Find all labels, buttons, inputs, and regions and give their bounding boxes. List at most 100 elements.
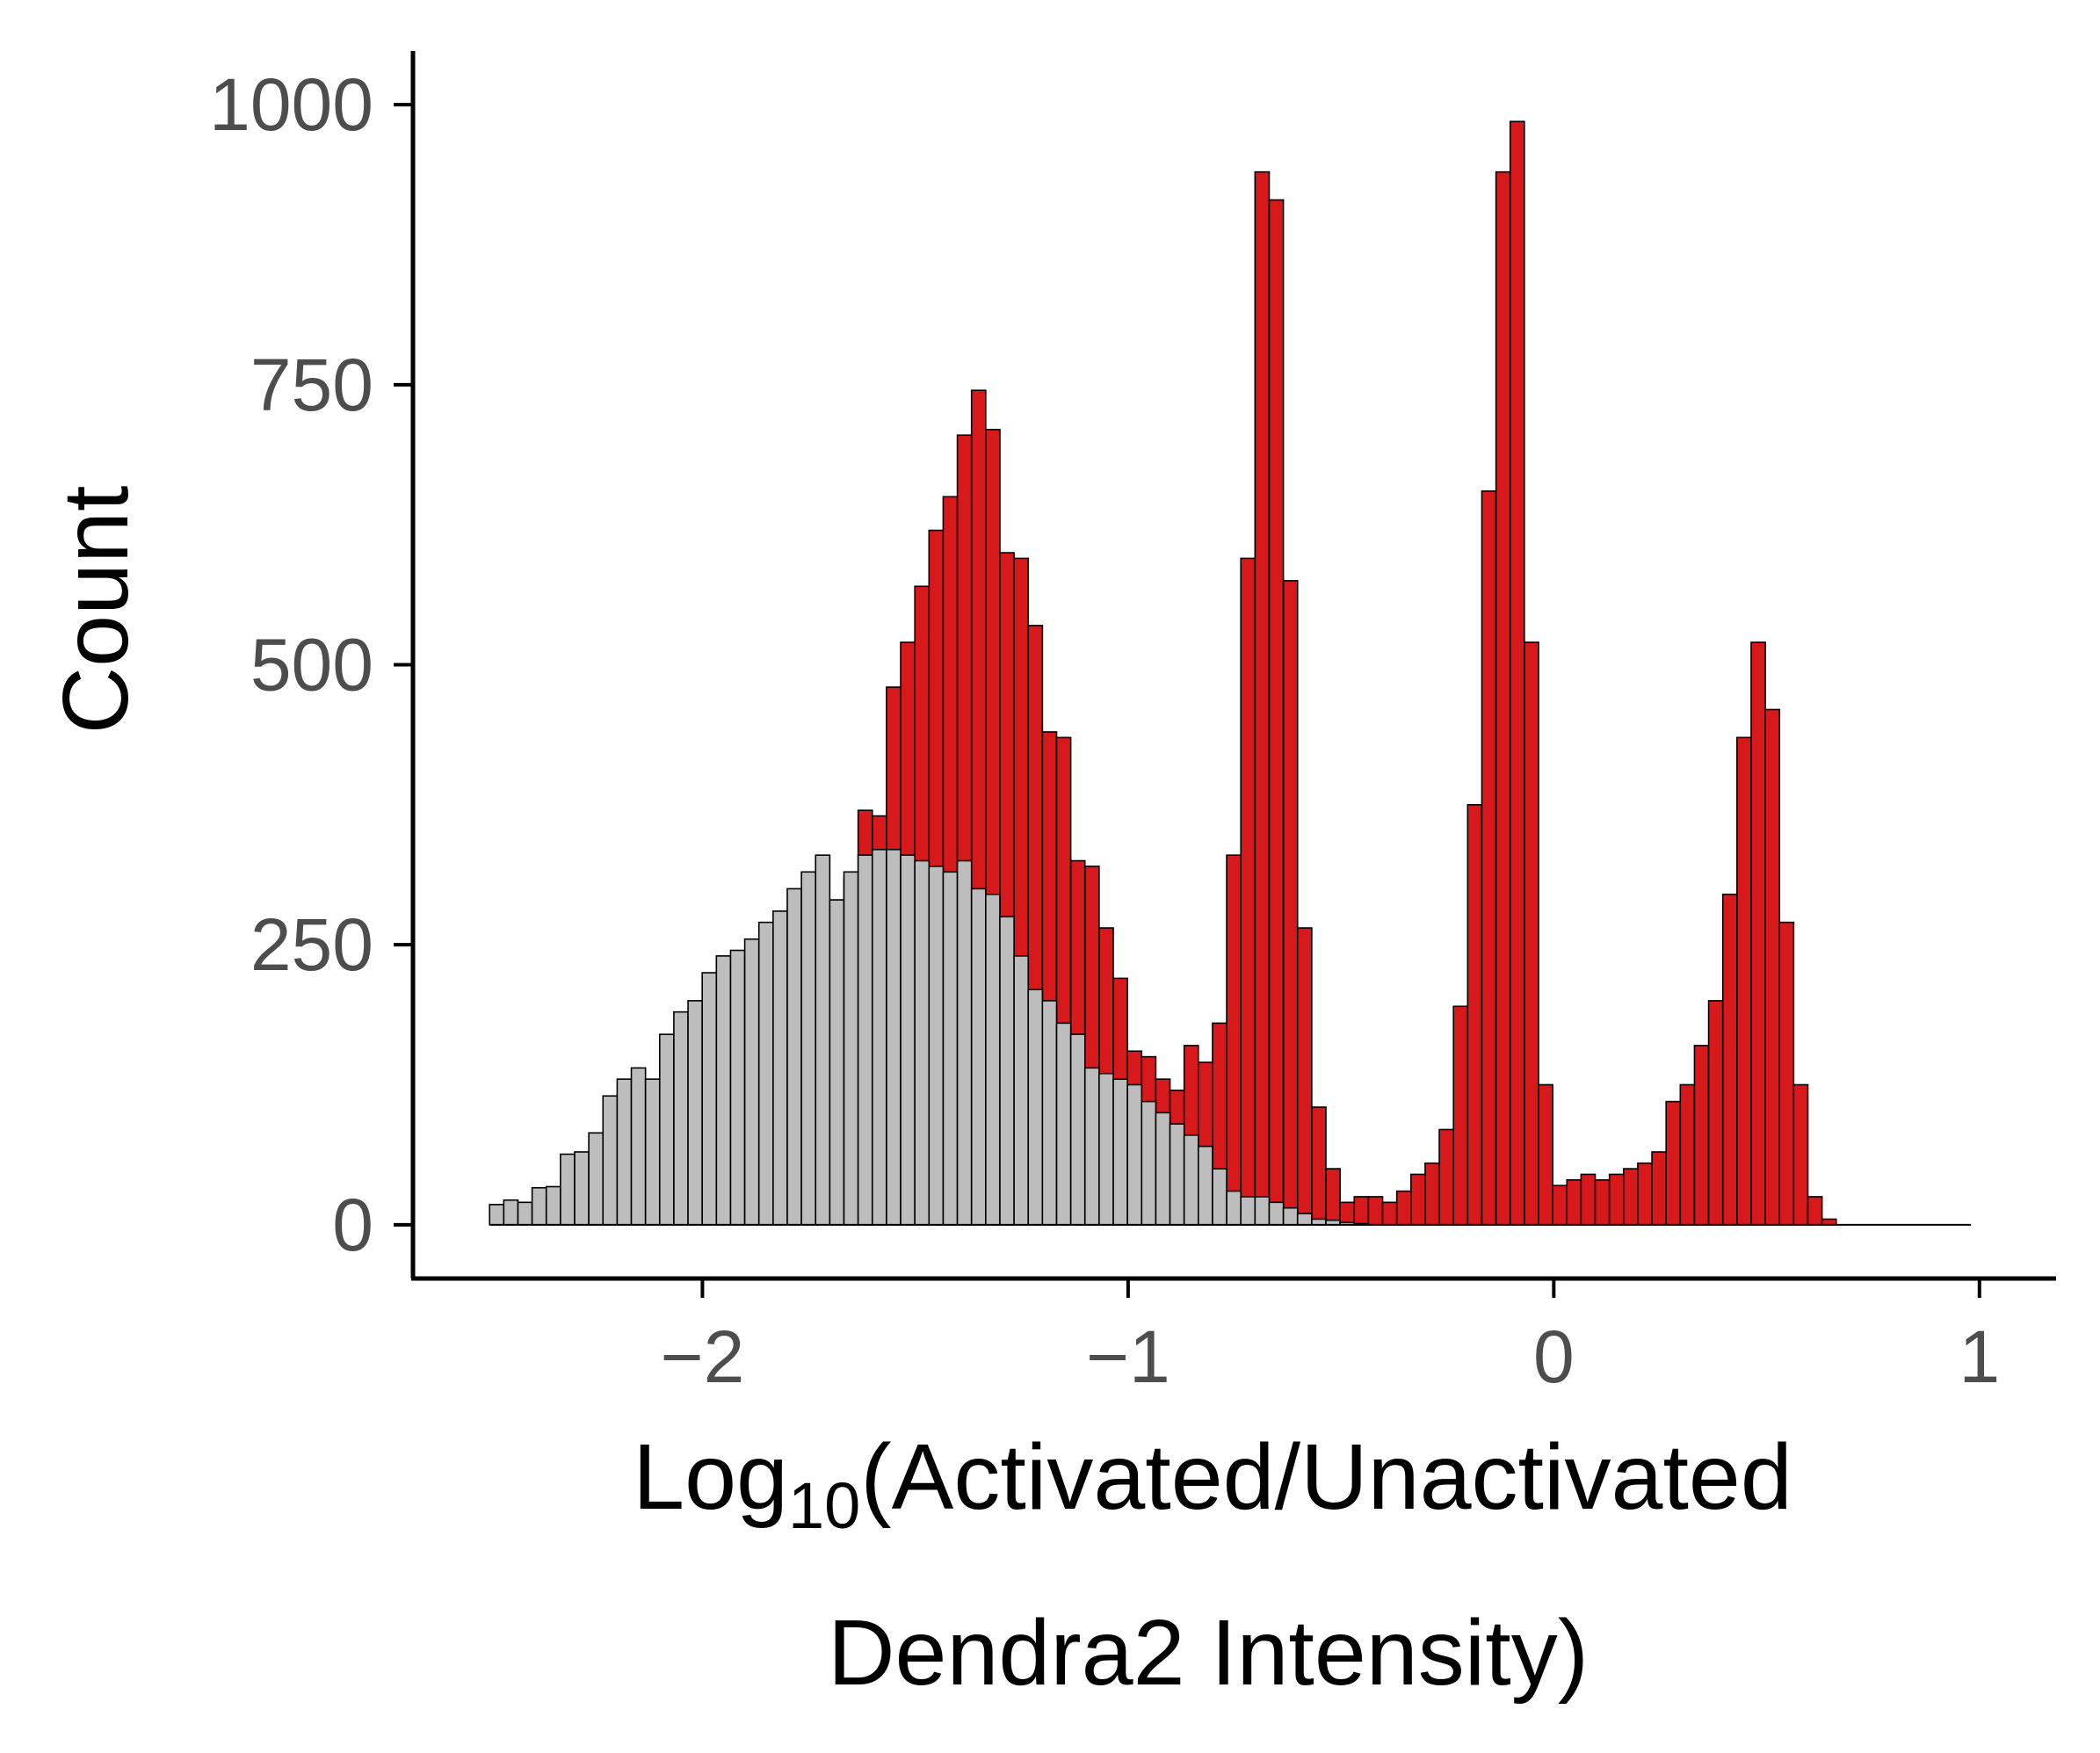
gray-bar-3	[531, 1186, 547, 1226]
gray-bar-30	[914, 859, 931, 1226]
red-bar-77	[1580, 1173, 1597, 1226]
red-bar-72	[1509, 120, 1525, 1226]
gray-bar-53	[1240, 1196, 1256, 1226]
red-bar-56	[1282, 580, 1299, 1226]
red-bar-82	[1651, 1151, 1667, 1226]
gray-bar-18	[743, 938, 760, 1226]
red-bar-78	[1594, 1179, 1611, 1226]
gray-bar-17	[729, 949, 746, 1226]
gray-bar-22	[800, 871, 817, 1226]
x-axis-ticks: −2 −1 0 1	[661, 1279, 2000, 1398]
gray-bar-26	[857, 854, 873, 1226]
red-bar-71	[1495, 170, 1511, 1226]
red-bar-83	[1665, 1100, 1682, 1226]
gray-bar-45	[1126, 1083, 1143, 1226]
gray-bar-13	[673, 1011, 689, 1226]
y-tick-label-4: 1000	[209, 63, 373, 146]
gray-bar-50	[1198, 1145, 1213, 1226]
gray-bar-25	[843, 871, 859, 1226]
y-tick-label-3: 750	[250, 344, 373, 426]
red-bar-64	[1395, 1190, 1412, 1226]
red-bar-93	[1807, 1196, 1823, 1226]
gray-bar-34	[970, 887, 987, 1226]
gray-bar-37	[1013, 955, 1030, 1226]
gray-bar-42	[1083, 1067, 1100, 1226]
gray-bar-9	[616, 1078, 633, 1226]
gray-bar-2	[517, 1201, 533, 1226]
red-bar-55	[1268, 199, 1285, 1226]
gray-bar-36	[999, 916, 1015, 1226]
gray-bar-33	[956, 859, 973, 1226]
red-bar-54	[1254, 170, 1271, 1226]
gray-bar-19	[757, 921, 774, 1226]
gray-bar-10	[630, 1067, 647, 1226]
gray-bar-7	[588, 1132, 605, 1226]
red-bar-68	[1452, 1005, 1469, 1226]
x-tick-label-1: −1	[1086, 1315, 1170, 1398]
gray-bar-41	[1069, 1033, 1086, 1226]
red-bar-53	[1240, 557, 1256, 1226]
red-bar-75	[1552, 1184, 1568, 1226]
red-bar-84	[1679, 1083, 1696, 1226]
x-axis-title-line1: Log10(Activated/Unactivated	[633, 1425, 1792, 1542]
x-tick-label-0: −2	[661, 1315, 745, 1398]
gray-bar-24	[829, 899, 845, 1226]
gray-bar-23	[815, 854, 831, 1226]
gray-bar-46	[1141, 1100, 1157, 1226]
red-bar-79	[1608, 1173, 1625, 1226]
gray-bar-52	[1226, 1190, 1242, 1226]
gray-bar-20	[772, 910, 788, 1226]
red-bar-62	[1367, 1196, 1384, 1226]
gray-bar-14	[687, 1000, 703, 1226]
red-bar-88	[1736, 736, 1752, 1226]
gray-bar-44	[1112, 1078, 1128, 1226]
y-axis-ticks: 0 250 500 750 1000	[209, 63, 413, 1266]
red-bar-60	[1339, 1201, 1356, 1226]
red-bar-86	[1707, 1000, 1724, 1226]
gray-bar-29	[900, 854, 916, 1226]
y-tick-label-0: 0	[332, 1184, 373, 1266]
red-bar-63	[1381, 1201, 1398, 1226]
gray-bar-49	[1183, 1134, 1199, 1226]
red-bar-89	[1750, 641, 1766, 1226]
red-bar-58	[1311, 1106, 1327, 1226]
red-bar-74	[1538, 1083, 1553, 1226]
gray-bar-57	[1296, 1213, 1313, 1226]
gray-bar-54	[1254, 1196, 1271, 1226]
red-bar-92	[1792, 1083, 1809, 1226]
x-axis-title-log: Log	[633, 1425, 788, 1529]
x-tick-label-3: 1	[1959, 1315, 2000, 1398]
gray-bar-21	[786, 887, 802, 1226]
x-axis-title-rest: (Activated/Unactivated	[860, 1425, 1792, 1529]
red-bar-65	[1410, 1173, 1426, 1226]
gray-bar-1	[503, 1199, 519, 1226]
gray-bar-5	[560, 1153, 576, 1226]
gray-bar-16	[715, 955, 732, 1226]
gray-bar-47	[1155, 1112, 1171, 1226]
red-bar-91	[1778, 921, 1795, 1226]
red-bar-67	[1438, 1128, 1455, 1226]
red-bar-66	[1424, 1162, 1440, 1226]
gray-bar-39	[1041, 1000, 1058, 1226]
gray-bar-56	[1282, 1206, 1299, 1226]
gray-bar-28	[886, 849, 902, 1226]
gray-series-bars	[489, 849, 1370, 1226]
gray-bar-12	[658, 1033, 675, 1226]
gray-bar-31	[928, 866, 945, 1226]
red-bar-76	[1566, 1179, 1582, 1226]
red-bar-69	[1466, 804, 1483, 1226]
red-bar-52	[1226, 854, 1242, 1226]
gray-bar-35	[985, 894, 1001, 1226]
gray-bar-0	[489, 1204, 505, 1226]
red-bar-80	[1622, 1168, 1639, 1226]
gray-bar-40	[1055, 1022, 1072, 1226]
gray-bar-6	[574, 1151, 590, 1226]
y-tick-label-2: 500	[250, 624, 373, 706]
red-bar-57	[1296, 927, 1313, 1226]
gray-bar-15	[701, 972, 718, 1226]
x-axis-title-subscript: 10	[788, 1469, 860, 1542]
red-bar-81	[1637, 1162, 1653, 1226]
gray-bar-8	[602, 1095, 619, 1226]
gray-bar-27	[871, 849, 887, 1226]
